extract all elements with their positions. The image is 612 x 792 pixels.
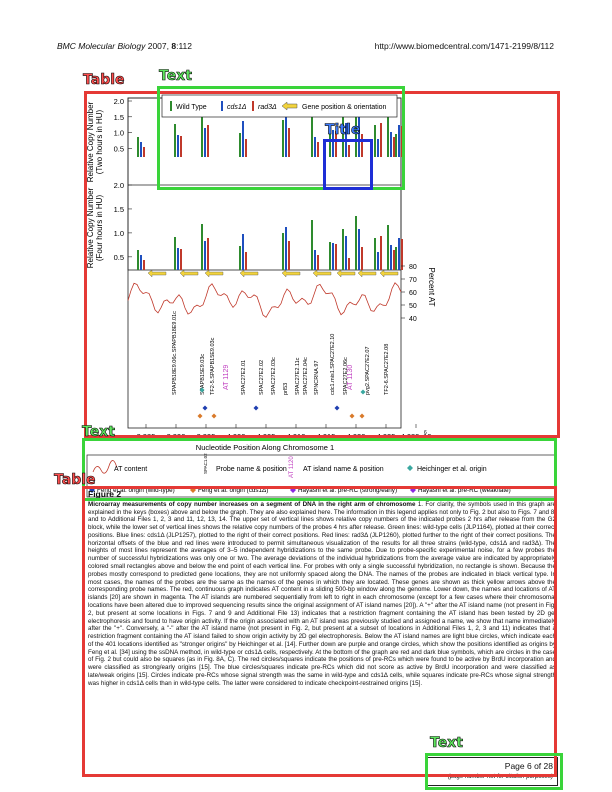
gene-arrow <box>357 269 377 278</box>
legend-bottom-box <box>86 454 556 498</box>
at-island-sample: AT 1120 <box>289 456 295 478</box>
at-axis-label: Percent AT <box>427 268 436 307</box>
annotation-text2-label: Text <box>82 424 116 441</box>
x-axis-label: Nucleotide Position Along Chromosome 1 <box>196 443 334 452</box>
journal-year: 2007, <box>147 41 172 51</box>
gene-arrow-icon <box>281 101 298 111</box>
at-tick-label: 70 <box>409 277 417 284</box>
probe-name-sample: SPAC1.02 <box>203 453 208 474</box>
origin-marker <box>360 389 366 395</box>
probe-name-label: cdc1.mis1.SPAC27E2.10 <box>330 334 336 395</box>
annotation-table2-label: Table <box>54 472 96 489</box>
journal-pages: :112 <box>176 41 193 51</box>
annotation-text3-label: Text <box>430 735 464 752</box>
gene-arrow <box>379 269 399 278</box>
at-island-label: AT 1129 <box>223 365 230 390</box>
at-content-line <box>127 282 402 318</box>
at-island-label: AT 1130 <box>347 365 354 390</box>
annotation-table2-box <box>82 486 557 777</box>
probe-name-label: prl53 <box>283 383 289 395</box>
legend-hayashi-strong: Hayashi et al. pre-RC (strong/early) <box>298 487 397 494</box>
caption-body: 1. For clarity, the symbols used in this… <box>88 500 556 687</box>
x-tick-exponent: 6 <box>424 430 427 436</box>
annotation-title-box <box>323 139 373 190</box>
gene-arrow <box>179 269 199 278</box>
y-tick-label: 0.5 <box>114 144 124 153</box>
journal-name: BMC Molecular Biology <box>57 41 146 51</box>
at-tick-label: 80 <box>409 264 417 271</box>
y-tick-label: 0.5 <box>114 253 124 262</box>
running-header-url[interactable]: http://www.biomedcentral.com/1471-2199/8… <box>374 41 554 51</box>
at-tick-label: 50 <box>409 303 417 310</box>
probe-name-label: SPAPB18E9.06c.SPAPB18E9.01c <box>172 311 178 395</box>
origin-marker <box>334 405 340 411</box>
legend-at-island: AT island name & position <box>303 466 384 473</box>
y-tick-label: 2.0 <box>114 181 124 190</box>
gene-arrow <box>239 269 259 278</box>
figure-label: Figure 2 <box>88 489 122 499</box>
legend-cds1: cds1Δ <box>227 104 247 111</box>
legend-wild-type: Wild Type <box>176 104 207 111</box>
legend-rad3: rad3Δ <box>258 104 277 111</box>
annotation-table-label: Table <box>83 72 125 89</box>
annotation-text-box <box>157 86 405 190</box>
y-tick-label: 1.0 <box>114 129 124 138</box>
origin-marker <box>197 413 203 419</box>
legend-at-content: AT content <box>114 466 147 473</box>
panel1-ylabel: Relative Copy Number <box>86 101 95 182</box>
y-tick-label: 1.0 <box>114 229 124 238</box>
annotation-text2-box <box>82 438 557 501</box>
y-tick-label: 1.5 <box>114 113 124 122</box>
legend-probe-name: Probe name & position <box>216 466 287 473</box>
caption-lead: Microarray measurements of copy number i… <box>88 500 416 508</box>
probe-name-label: SPAC27E2.06c <box>343 357 349 395</box>
gene-arrow <box>281 269 301 278</box>
journal-volume: 8 <box>171 41 177 51</box>
legend-feng-wt: Feng et al. origin (wild-type) <box>97 487 175 494</box>
gene-arrow <box>204 269 224 278</box>
y-tick-label: 1.5 <box>114 205 124 214</box>
running-header-journal: BMC Molecular Biology 2007, 8:112 <box>57 41 192 51</box>
gene-arrow <box>147 269 167 278</box>
panel2-ylabel: Relative Copy Number <box>86 187 95 268</box>
page-number: Page 6 of 28 <box>504 761 553 771</box>
annotation-table-box <box>84 91 560 438</box>
probe-name-label: pvg2.SPAC27E2.07 <box>365 346 371 395</box>
probe-name-label: SPAC27E2.03c <box>271 357 277 395</box>
legend-gene-position: Gene position & orientation <box>302 104 387 111</box>
probe-name-label: SPAC27E2.11c <box>295 357 301 395</box>
origin-marker <box>211 413 217 419</box>
gene-arrow <box>312 269 332 278</box>
origin-marker <box>199 387 205 393</box>
page-number-note: (page number not for citation purposes) <box>447 774 553 780</box>
heichinger-icon <box>407 465 413 471</box>
at-tick-label: 60 <box>409 290 417 297</box>
annotation-title-label: Title <box>325 122 361 139</box>
annotation-text3-box <box>425 753 563 790</box>
probe-name-label: SPAC27E2.04c <box>303 357 309 395</box>
legend-feng-cds1: Feng et al. origin (cds1Δ) <box>198 487 268 494</box>
panel2-ylabel-sub: (Four hours in HU) <box>95 195 104 262</box>
probe-name-label: SPAPB15E9.03c <box>200 354 206 395</box>
origin-marker <box>349 413 355 419</box>
origin-marker <box>202 405 208 411</box>
gene-arrow <box>336 269 356 278</box>
at-content-swatch <box>92 460 118 474</box>
y-tick-label: 2.0 <box>114 97 124 106</box>
origin-marker <box>359 413 365 419</box>
figure-caption: Figure 2 Microarray measurements of copy… <box>88 489 556 688</box>
legend-heichinger: Heichinger et al. origin <box>417 466 487 473</box>
probe-name-label: TF2-5.SPAPB15E9.03c <box>210 337 216 395</box>
probe-name-label: TF2-6.SPAC27E2.08 <box>384 344 390 395</box>
origin-marker <box>253 405 259 411</box>
probe-name-label: SPAC27E2.01 <box>241 360 247 395</box>
at-tick-label: 40 <box>409 316 417 323</box>
legend-top-box <box>161 94 398 118</box>
annotation-text-label: Text <box>159 68 193 85</box>
legend-hayashi-weak: Hayashi et al. pre-RC (weak/late) <box>418 487 511 494</box>
panel1-ylabel-sub: (Two hours in HU) <box>95 109 104 174</box>
probe-name-label: SPNCRNA.97 <box>314 360 320 395</box>
probe-name-label: SPAC27E2.02 <box>259 360 265 395</box>
